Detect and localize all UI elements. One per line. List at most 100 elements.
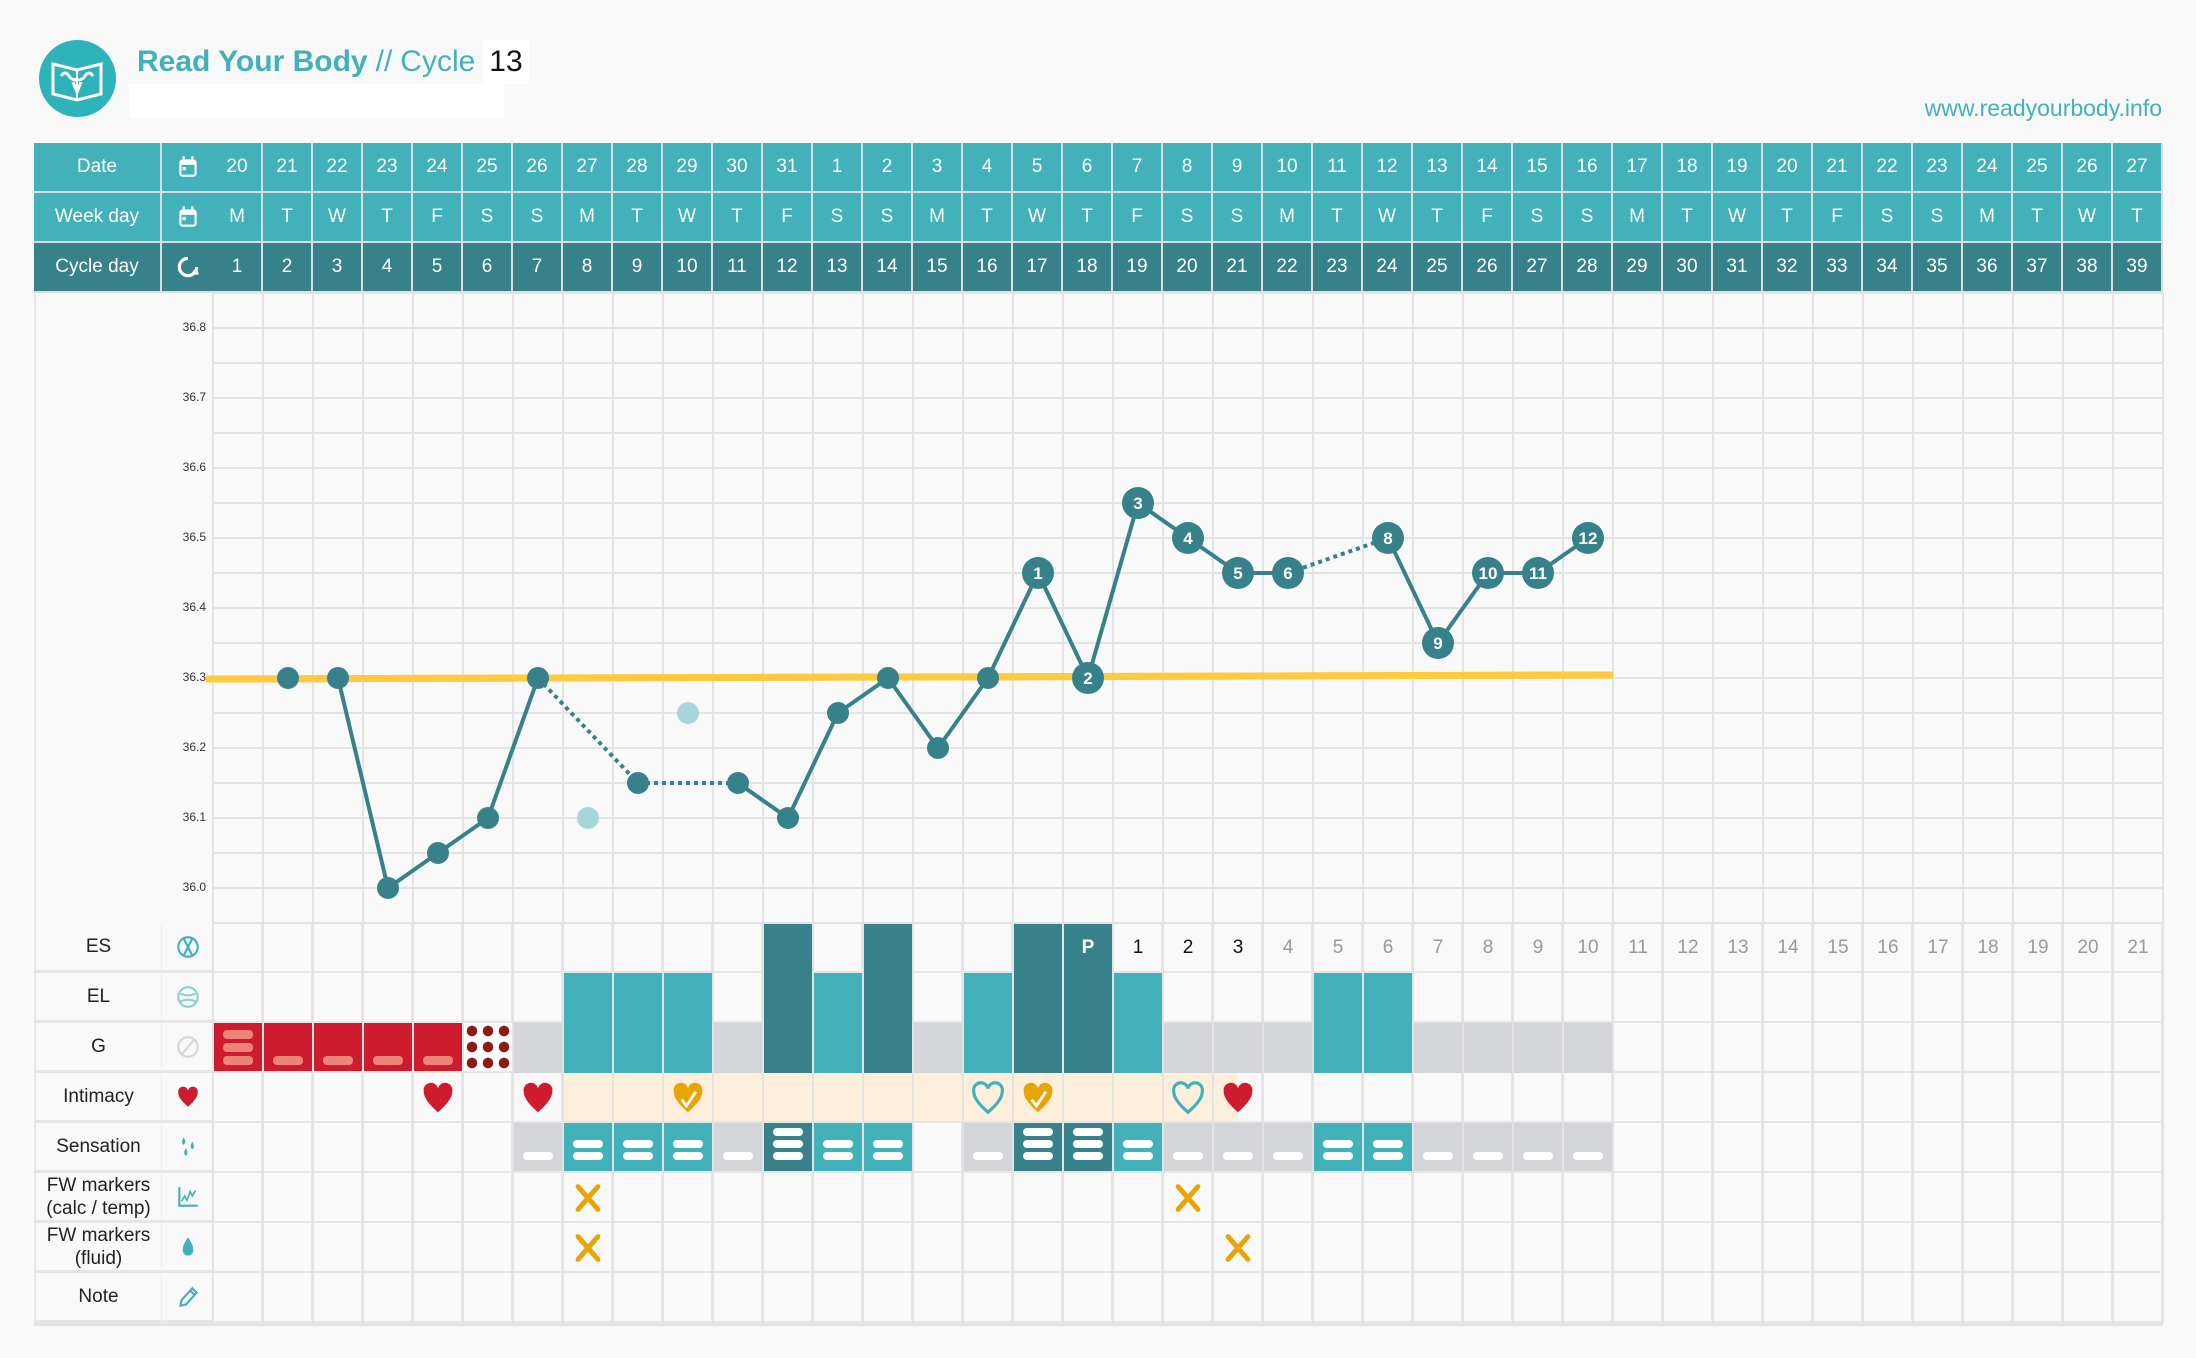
date-cell[interactable]: 5 (1013, 143, 1063, 193)
cycle-day-cell[interactable]: 26 (1463, 243, 1513, 293)
sensation-dark[interactable] (1064, 1123, 1112, 1171)
week-day-cell[interactable]: M (1263, 193, 1313, 243)
cycle-day-cell[interactable]: 8 (563, 243, 613, 293)
date-cell[interactable]: 1 (813, 143, 863, 193)
cycle-subtitle-field[interactable] (129, 84, 504, 118)
cycle-day-cell[interactable]: 30 (1663, 243, 1713, 293)
es-cell[interactable] (313, 923, 363, 973)
cycle-day-cell[interactable]: 21 (1213, 243, 1263, 293)
fw-fluid-cell[interactable] (463, 1223, 513, 1273)
es-cell[interactable] (663, 923, 713, 973)
temp-point[interactable] (1422, 627, 1454, 659)
fw-fluid-cell[interactable] (1913, 1223, 1963, 1273)
date-cell[interactable]: 26 (513, 143, 563, 193)
sensation-cell[interactable] (213, 1123, 263, 1173)
cycle-day-cell[interactable]: 2 (263, 243, 313, 293)
intimacy-cell[interactable] (1413, 1073, 1463, 1123)
es-cell[interactable] (263, 923, 313, 973)
week-day-cell[interactable]: F (413, 193, 463, 243)
cycle-day-cell[interactable]: 4 (363, 243, 413, 293)
note-cell[interactable] (413, 1273, 463, 1323)
el-cell[interactable] (463, 973, 513, 1023)
week-day-cell[interactable]: S (1513, 193, 1563, 243)
note-cell[interactable] (1413, 1273, 1463, 1323)
cycle-day-cell[interactable]: 13 (813, 243, 863, 293)
note-cell[interactable] (1013, 1273, 1063, 1323)
note-cell[interactable] (1363, 1273, 1413, 1323)
cycle-day-cell[interactable]: 33 (1813, 243, 1863, 293)
intimacy-cell[interactable] (1563, 1073, 1613, 1123)
sensation-gray[interactable] (1514, 1123, 1562, 1171)
el-cell[interactable] (1513, 973, 1563, 1023)
week-day-cell[interactable]: S (1913, 193, 1963, 243)
week-day-cell[interactable]: W (663, 193, 713, 243)
note-cell[interactable] (213, 1273, 263, 1323)
date-cell[interactable]: 4 (963, 143, 1013, 193)
el-cell[interactable] (713, 973, 763, 1023)
sensation-teal[interactable] (1314, 1123, 1362, 1171)
note-cell[interactable] (563, 1273, 613, 1323)
bleeding-light[interactable] (314, 1023, 362, 1071)
temp-point[interactable] (627, 772, 649, 794)
es-cell[interactable] (713, 923, 763, 973)
temp-point[interactable] (477, 807, 499, 829)
fw-calc-cell[interactable] (763, 1173, 813, 1223)
sensation-cell[interactable] (313, 1123, 363, 1173)
el-cell[interactable] (513, 973, 563, 1023)
fw-fluid-cell[interactable] (1313, 1223, 1363, 1273)
fw-fluid-cell[interactable] (2013, 1223, 2063, 1273)
fw-calc-cell[interactable] (1313, 1173, 1363, 1223)
sensation-dark[interactable] (764, 1123, 812, 1171)
temp-point[interactable] (1522, 557, 1554, 589)
fw-calc-cell[interactable] (313, 1173, 363, 1223)
note-cell[interactable] (1063, 1273, 1113, 1323)
note-cell[interactable] (1763, 1273, 1813, 1323)
cycle-day-cell[interactable]: 6 (463, 243, 513, 293)
el-cell[interactable] (1713, 973, 1763, 1023)
note-cell[interactable] (1313, 1273, 1363, 1323)
date-cell[interactable]: 6 (1063, 143, 1113, 193)
fw-calc-cell[interactable] (1263, 1173, 1313, 1223)
fw-fluid-cell[interactable] (663, 1223, 713, 1273)
fw-x-mark-icon[interactable] (1213, 1223, 1263, 1273)
temp-point[interactable] (977, 667, 999, 689)
fw-fluid-cell[interactable] (863, 1223, 913, 1273)
el-cell[interactable] (2013, 973, 2063, 1023)
date-cell[interactable]: 22 (1863, 143, 1913, 193)
note-cell[interactable] (1463, 1273, 1513, 1323)
es-cell[interactable] (463, 923, 513, 973)
fw-calc-cell[interactable] (1513, 1173, 1563, 1223)
date-cell[interactable]: 14 (1463, 143, 1513, 193)
fw-fluid-cell[interactable] (363, 1223, 413, 1273)
week-day-cell[interactable]: T (1663, 193, 1713, 243)
fw-x-mark-icon[interactable] (1163, 1173, 1213, 1223)
fw-calc-cell[interactable] (1413, 1173, 1463, 1223)
el-cell[interactable] (1863, 973, 1913, 1023)
intimacy-cell[interactable] (263, 1073, 313, 1123)
week-day-cell[interactable]: T (1313, 193, 1363, 243)
note-cell[interactable] (863, 1273, 913, 1323)
week-day-cell[interactable]: S (1213, 193, 1263, 243)
temp-point[interactable] (277, 667, 299, 689)
fw-calc-cell[interactable] (413, 1173, 463, 1223)
sensation-teal[interactable] (1364, 1123, 1412, 1171)
date-cell[interactable]: 25 (2013, 143, 2063, 193)
sensation-teal[interactable] (814, 1123, 862, 1171)
week-day-cell[interactable]: F (1463, 193, 1513, 243)
date-cell[interactable]: 13 (1413, 143, 1463, 193)
cycle-day-cell[interactable]: 5 (413, 243, 463, 293)
temp-point[interactable] (1572, 522, 1604, 554)
note-cell[interactable] (813, 1273, 863, 1323)
cycle-number-field[interactable]: 13 (483, 40, 529, 84)
date-cell[interactable]: 16 (1563, 143, 1613, 193)
temp-point[interactable] (877, 667, 899, 689)
cycle-day-cell[interactable]: 22 (1263, 243, 1313, 293)
bleeding-light[interactable] (264, 1023, 312, 1071)
g-cell[interactable] (1863, 1023, 1913, 1073)
el-cell[interactable] (1813, 973, 1863, 1023)
date-cell[interactable]: 28 (613, 143, 663, 193)
date-cell[interactable]: 27 (2113, 143, 2163, 193)
fw-calc-cell[interactable] (1863, 1173, 1913, 1223)
intimacy-cell[interactable] (2013, 1073, 2063, 1123)
temp-point[interactable] (1272, 557, 1304, 589)
